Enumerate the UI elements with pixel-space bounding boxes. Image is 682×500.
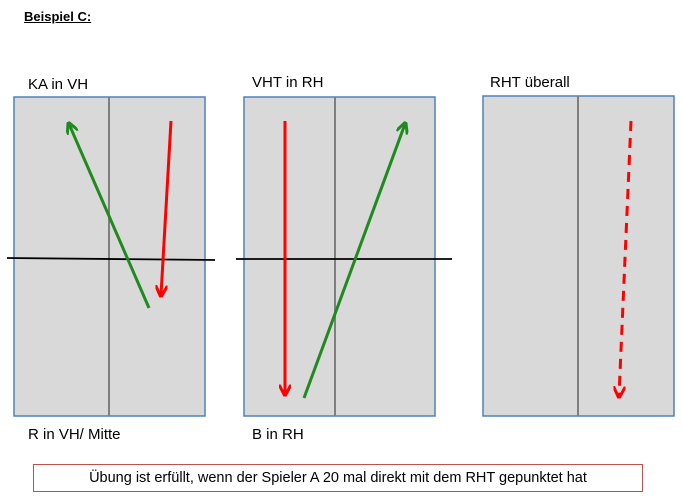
completion-note: Übung ist erfüllt, wenn der Spieler A 20… [33,464,643,492]
panel-1-bottom-label: R in VH/ Mitte [28,426,121,443]
completion-note-text: Übung ist erfüllt, wenn der Spieler A 20… [89,470,587,486]
court-panel-1 [6,96,216,417]
green-arrow-1 [69,124,151,309]
panel-2-bottom-label: B in RH [252,426,304,443]
court-panel-2 [236,96,452,417]
court-1-cross-line [6,257,216,261]
red-dashed-arrow-3 [619,120,633,396]
court-panel-3 [482,95,675,417]
green-arrow-2 [302,124,405,399]
court-2-area [243,96,436,417]
panel-1-top-label: KA in VH [28,76,89,93]
panel-2-top-label: VHT in RH [252,74,324,91]
example-heading: Beispiel C: [24,9,92,24]
panel-3-top-label: RHT überall [490,74,570,91]
red-arrow-1 [161,120,173,295]
